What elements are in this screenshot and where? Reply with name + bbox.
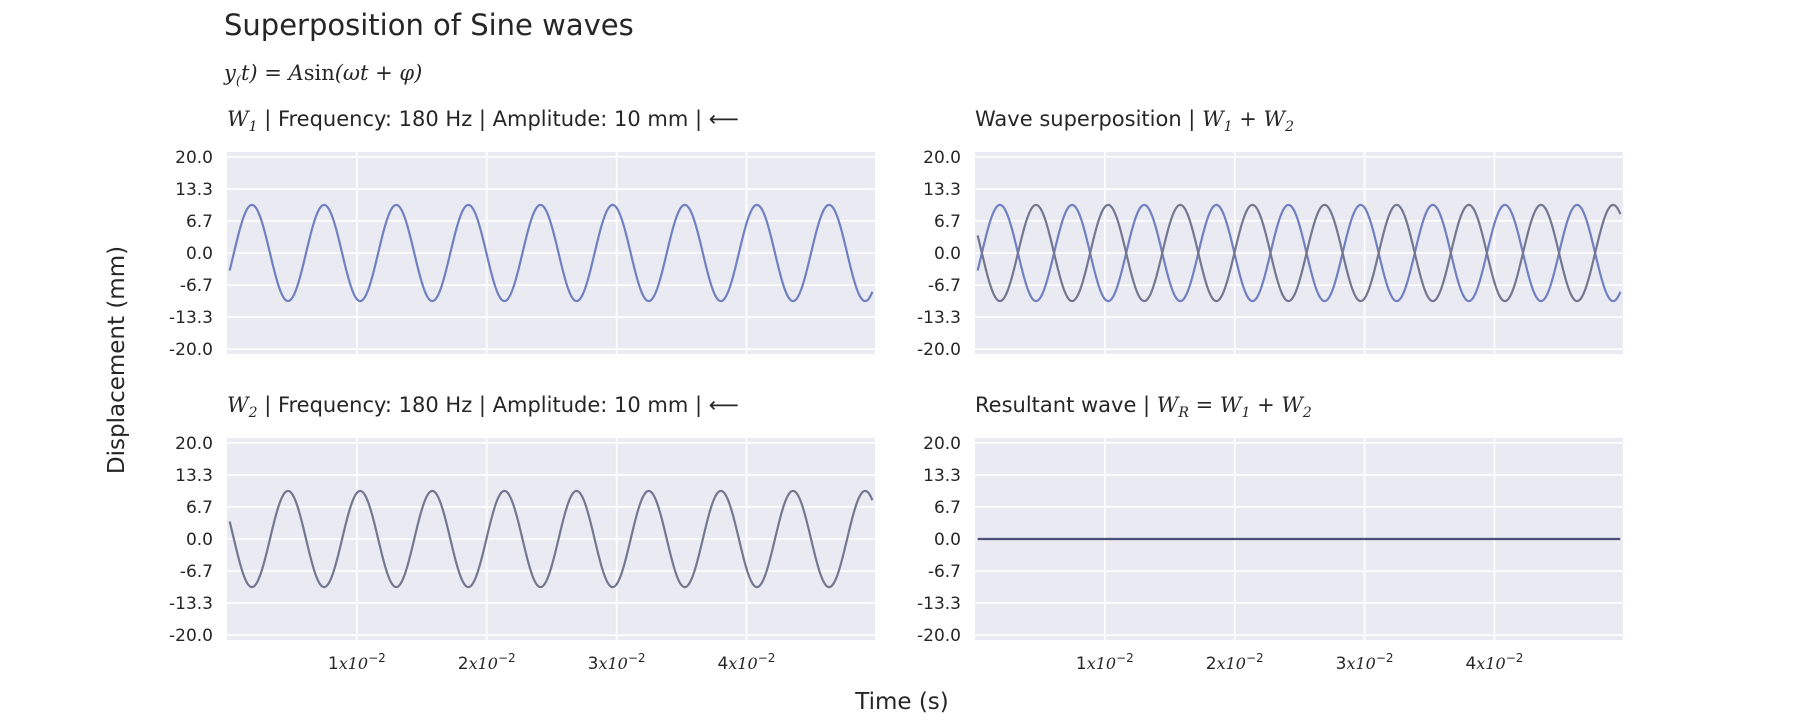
y-tick-label: 6.7: [934, 212, 961, 232]
y-tick-label: -13.3: [917, 308, 961, 328]
y-tick-label: -6.7: [928, 276, 961, 296]
panel-w1: 20.0 13.3 6.7 0.0 -6.7 -13.3 -20.0 W1 | Frequen…: [169, 107, 875, 360]
y-tick-label: 0.0: [934, 530, 961, 550]
y-tick-label: 20.0: [175, 148, 213, 168]
y-tick-label: 13.3: [175, 466, 213, 486]
panel-res: 20.0 13.3 6.7 0.0 -6.7 -13.3 -20.0 1x10−2 2x10−2…: [917, 393, 1623, 674]
y-tick-label: 6.7: [934, 498, 961, 518]
chart-subtitle: y(t) = Asin(ωt + φ): [223, 61, 422, 89]
y-tick-label: -13.3: [169, 594, 213, 614]
panel-title-sum: Wave superposition | W1 + W2: [975, 107, 1294, 135]
x-tick-label: 4x10−2: [1465, 651, 1523, 674]
y-tick-label: 0.0: [934, 244, 961, 264]
y-tick-label: 0.0: [186, 530, 213, 550]
y-tick-label: -20.0: [917, 626, 961, 646]
x-tick-label: 3x10−2: [1336, 651, 1394, 674]
y-tick-label: 0.0: [186, 244, 213, 264]
y-tick-label: -20.0: [169, 626, 213, 646]
series-line-w2: [976, 203, 1622, 303]
y-tick-label: -20.0: [917, 340, 961, 360]
y-tick-label: 20.0: [175, 434, 213, 454]
series-line-w1: [228, 203, 874, 303]
panel-title-w1: W1 | Frequency: 180 Hz | Amplitude: 10 m…: [227, 107, 739, 135]
panel-title-w2: W2 | Frequency: 180 Hz | Amplitude: 10 m…: [227, 393, 739, 421]
series-line-w2: [228, 489, 874, 589]
y-tick-label: -13.3: [169, 308, 213, 328]
x-axis-label: Time (s): [854, 689, 949, 715]
y-tick-label: -6.7: [180, 562, 213, 582]
x-tick-label: 1x10−2: [1076, 651, 1134, 674]
y-tick-label: 20.0: [923, 434, 961, 454]
y-tick-label: 20.0: [923, 148, 961, 168]
x-tick-label: 3x10−2: [588, 651, 646, 674]
panel-title-res: Resultant wave | WR = W1 + W2: [975, 393, 1312, 421]
y-tick-label: 13.3: [175, 180, 213, 200]
y-tick-label: 13.3: [923, 180, 961, 200]
y-tick-label: -6.7: [928, 562, 961, 582]
x-tick-label: 2x10−2: [458, 651, 516, 674]
y-tick-label: 6.7: [186, 498, 213, 518]
x-tick-label: 4x10−2: [717, 651, 775, 674]
series-line-w1: [976, 203, 1622, 303]
panel-w2: 20.0 13.3 6.7 0.0 -6.7 -13.3 -20.0 1x10−2 2x10−2…: [169, 393, 875, 674]
y-tick-label: -20.0: [169, 340, 213, 360]
chart-title: Superposition of Sine waves: [224, 8, 634, 42]
y-tick-label: 6.7: [186, 212, 213, 232]
y-tick-label: -13.3: [917, 594, 961, 614]
panels: 20.0 13.3 6.7 0.0 -6.7 -13.3 -20.0 W1 | Frequen…: [169, 107, 1623, 674]
x-tick-label: 2x10−2: [1206, 651, 1264, 674]
y-tick-label: -6.7: [180, 276, 213, 296]
x-tick-label: 1x10−2: [328, 651, 386, 674]
panel-sum: 20.0 13.3 6.7 0.0 -6.7 -13.3 -20.0 Wave superpo…: [917, 107, 1623, 360]
y-axis-label: Displacement (mm): [104, 246, 130, 474]
y-tick-label: 13.3: [923, 466, 961, 486]
